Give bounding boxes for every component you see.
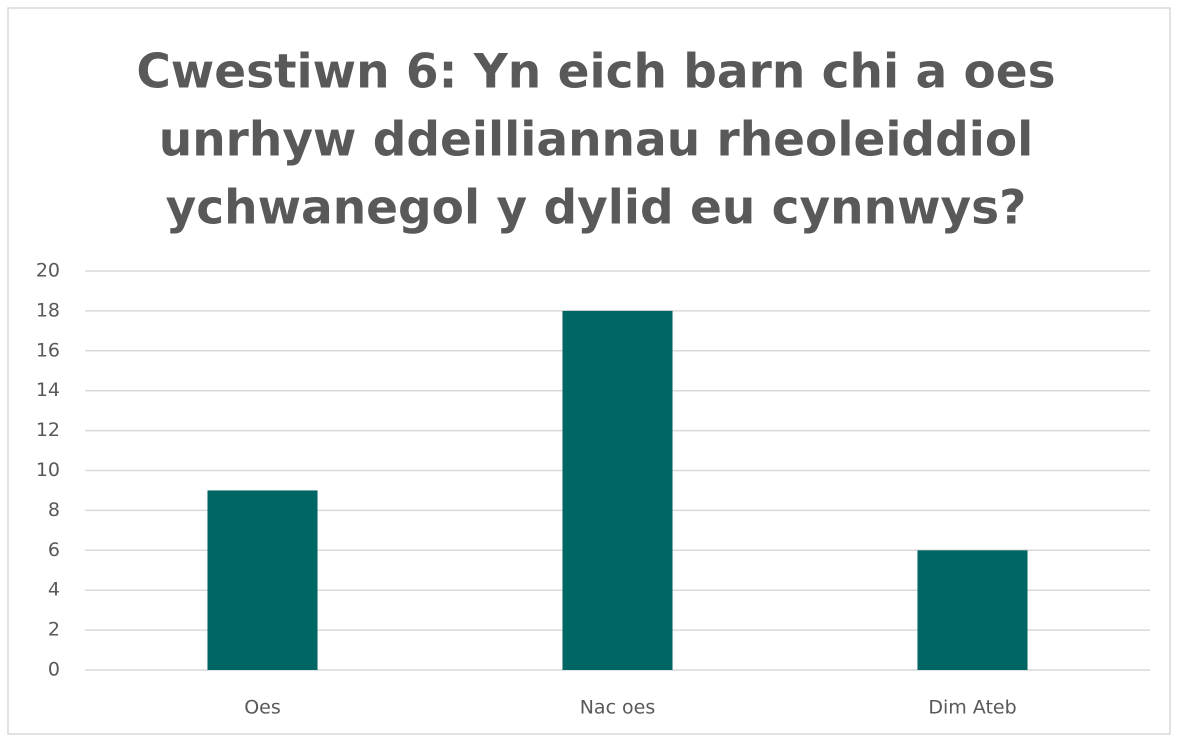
y-tick-label: 14 (36, 379, 60, 401)
y-tick-label: 6 (48, 539, 60, 561)
x-tick-label: Oes (244, 697, 281, 719)
bar (207, 490, 318, 670)
x-tick-label: Nac oes (580, 697, 656, 719)
bar (562, 310, 673, 670)
y-tick-label: 18 (36, 299, 60, 321)
y-tick-label: 0 (48, 659, 60, 681)
y-tick-label: 16 (36, 339, 60, 361)
bar (917, 550, 1028, 670)
chart-title: ychwanegol y dylid eu cynnwys? (166, 181, 1027, 236)
chart-title: Cwestiwn 6: Yn eich barn chi a oes (136, 45, 1055, 100)
y-tick-label: 4 (48, 579, 60, 601)
y-tick-label: 8 (48, 499, 60, 521)
y-tick-label: 10 (36, 459, 60, 481)
x-tick-label: Dim Ateb (928, 697, 1016, 719)
y-tick-label: 2 (48, 619, 60, 641)
y-tick-label: 12 (36, 419, 60, 441)
chart-title: unrhyw ddeilliannau rheoleiddiol (159, 113, 1033, 168)
y-tick-label: 20 (36, 260, 60, 282)
